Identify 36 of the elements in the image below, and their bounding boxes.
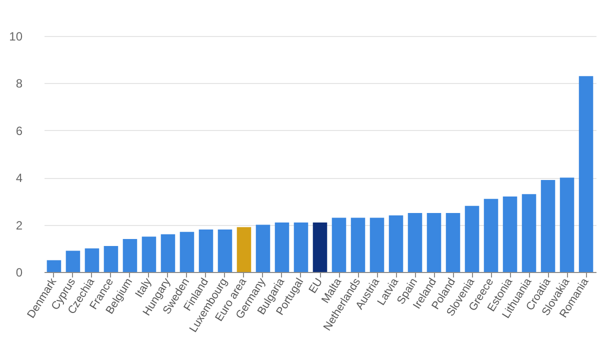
bar [560, 178, 574, 272]
bar [104, 246, 118, 272]
bar [464, 206, 480, 272]
bar [218, 230, 232, 272]
y-tick-label: 6 [16, 124, 23, 138]
bar [426, 213, 442, 272]
bar [446, 213, 460, 272]
x-tick-label: EU [306, 276, 326, 296]
bar [350, 218, 366, 272]
bar [294, 222, 308, 272]
bar [408, 213, 422, 272]
y-tick-label: 10 [9, 30, 23, 44]
bar [502, 196, 518, 272]
bar [66, 250, 80, 272]
bar [180, 232, 194, 272]
bar [388, 215, 404, 272]
bar [256, 224, 270, 272]
y-tick-label: 4 [16, 171, 23, 186]
y-tick-label: 0 [16, 266, 23, 280]
bar [46, 260, 62, 272]
bar [370, 218, 384, 272]
bar [540, 180, 556, 272]
y-tick-label: 2 [16, 218, 23, 232]
bar [198, 230, 214, 272]
bar [522, 194, 536, 272]
bar [160, 234, 176, 272]
bar [484, 198, 498, 272]
bar [236, 227, 252, 272]
bar [142, 236, 156, 272]
bar [274, 222, 290, 272]
y-tick-label: 8 [16, 76, 23, 91]
bar [312, 222, 328, 272]
bar [332, 218, 346, 272]
bar [122, 238, 138, 272]
bar [84, 248, 100, 272]
bar [578, 76, 594, 272]
